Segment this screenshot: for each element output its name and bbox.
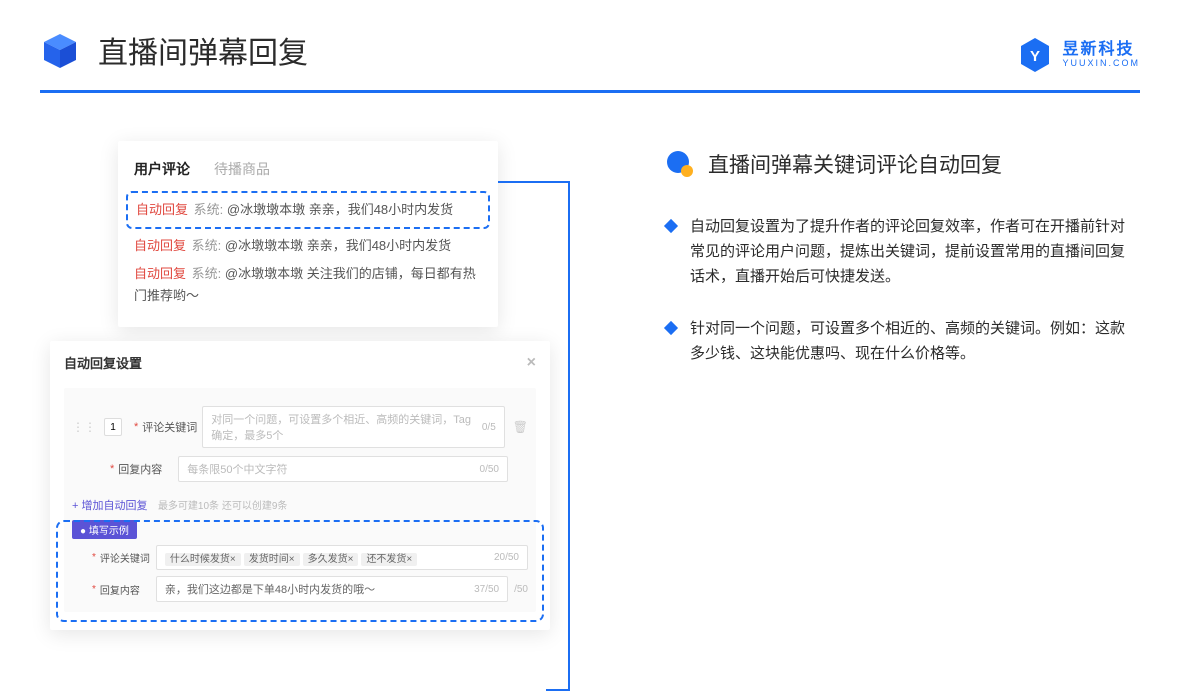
left-panel: 用户评论 待播商品 自动回复 系统: @冰墩墩本墩 亲亲，我们48小时内发货 自… <box>50 141 570 395</box>
add-hint: 最多可建10条 还可以创建9条 <box>158 501 287 512</box>
svg-text:Y: Y <box>1030 48 1040 65</box>
close-icon[interactable]: × <box>527 354 536 372</box>
section-title: 直播间弹幕关键词评论自动回复 <box>708 149 1002 179</box>
delete-icon[interactable]: 🗑 <box>513 420 528 434</box>
content-label: 回复内容 <box>118 461 178 477</box>
settings-title: 自动回复设置 <box>64 353 142 372</box>
comments-card: 用户评论 待播商品 自动回复 系统: @冰墩墩本墩 亲亲，我们48小时内发货 自… <box>118 141 498 327</box>
comment-highlighted: 自动回复 系统: @冰墩墩本墩 亲亲，我们48小时内发货 <box>126 191 490 229</box>
page-title: 直播间弹幕回复 <box>98 28 308 72</box>
row-number: 1 <box>104 418 122 436</box>
bullet-item: 针对同一个问题，可设置多个相近的、高频的关键词。例如：这款多少钱、这块能优惠吗、… <box>666 317 1130 367</box>
comment-item: 自动回复 系统: @冰墩墩本墩 亲亲，我们48小时内发货 <box>134 235 482 257</box>
comment-item: 自动回复 系统: @冰墩墩本墩 关注我们的店铺，每日都有热门推荐哟～ <box>134 263 482 307</box>
tab-user-comments[interactable]: 用户评论 <box>134 159 190 179</box>
diamond-icon <box>664 321 678 335</box>
keyword-input[interactable]: 对同一个问题，可设置多个相近、高频的关键词，Tag确定，最多5个 0/5 <box>202 406 504 448</box>
example-highlight-box <box>56 520 544 622</box>
add-reply-link[interactable]: + 增加自动回复 <box>72 500 147 512</box>
tab-pending-goods[interactable]: 待播商品 <box>214 159 270 179</box>
settings-card: 自动回复设置 × ⋮⋮ 1 * 评论关键词 对同一个问题，可设置多个相近、高频的… <box>50 341 550 630</box>
brand-icon: Y <box>1016 36 1054 74</box>
bullet-item: 自动回复设置为了提升作者的评论回复效率，作者可在开播前针对常见的评论用户问题，提… <box>666 215 1130 289</box>
brand-name-en: YUUXIN.COM <box>1062 59 1140 69</box>
brand-logo: Y 昱新科技 YUUXIN.COM <box>1016 36 1140 74</box>
chat-bubble-icon <box>666 150 694 178</box>
connector <box>568 181 570 691</box>
header: 直播间弹幕回复 <box>0 0 1180 72</box>
drag-icon[interactable]: ⋮⋮ <box>72 420 96 434</box>
content-input[interactable]: 每条限50个中文字符 0/50 <box>178 456 508 482</box>
keyword-label: 评论关键词 <box>142 419 202 435</box>
right-panel: 直播间弹幕关键词评论自动回复 自动回复设置为了提升作者的评论回复效率，作者可在开… <box>570 141 1130 395</box>
cube-icon <box>40 30 80 70</box>
connector <box>498 181 568 183</box>
diamond-icon <box>664 219 678 233</box>
brand-name-cn: 昱新科技 <box>1062 41 1140 59</box>
